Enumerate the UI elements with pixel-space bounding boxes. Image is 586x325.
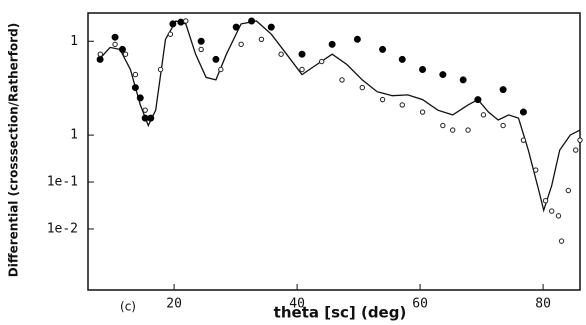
open-point [198,46,204,53]
y-tick-label: 1e-1 [47,175,78,190]
filled-point [136,94,144,102]
x-tick-label: 80 [535,297,551,312]
filled-point [248,17,256,25]
open-point [555,213,562,219]
plot-frame [87,12,581,291]
filled-point [499,86,507,94]
filled-point [353,35,361,43]
y-axis-label: Differential (crosssection/Ratherford) [7,23,21,277]
x-tick-label: 60 [412,297,428,312]
x-tick-label: 20 [166,297,182,312]
filled-point [147,114,155,122]
y-tick-label: 1 [70,128,78,143]
open-point [359,84,365,91]
open-point [167,31,174,37]
open-point [449,127,456,133]
x-axis-label: theta [sc] (deg) [274,304,407,322]
open-point [97,51,104,57]
line-series [96,20,581,213]
filled-point [131,84,139,92]
open-point [339,77,345,83]
open-point [572,147,579,153]
open-point [379,96,386,103]
filled-point [474,96,482,104]
open-point [565,187,572,194]
open-point [577,137,583,143]
open-point [142,107,148,113]
open-point [319,58,325,65]
annotation: (c) [120,300,136,314]
filled-point [267,23,275,31]
filled-point [298,50,306,58]
filled-point [439,71,447,79]
y-tick-label: 1e-2 [47,221,78,236]
open-point [480,112,487,118]
filled-point [519,108,527,116]
open-point [500,122,506,129]
filled-point [118,45,126,53]
open-point [520,137,527,143]
filled-point [232,23,240,31]
filled-point [328,40,336,48]
filled-point [169,20,177,28]
open-point [132,71,139,78]
open-point [157,66,164,73]
filled-point [96,55,104,63]
open-point [299,66,305,73]
open-point [122,51,129,57]
open-point [440,122,446,129]
filled-point [459,76,467,84]
x-tick-label: 40 [289,297,305,312]
open-point [218,66,224,73]
open-point [278,51,284,57]
open-point [549,208,555,214]
filled-point [111,33,119,41]
filled-point [419,66,427,74]
filled-point [398,55,406,63]
y-tick-label: 1 [70,34,78,49]
open-point [399,102,405,108]
filled-point [212,55,220,63]
open-point [465,127,471,133]
open-point [542,197,549,204]
filled-point [197,37,205,45]
open-point [183,18,189,24]
open-point [533,167,539,173]
open-point [112,41,118,48]
filled-point [379,45,387,53]
open-point [258,36,265,43]
open-point [238,41,244,48]
open-point [419,109,426,115]
open-point [558,238,565,244]
filled-point [177,18,185,26]
